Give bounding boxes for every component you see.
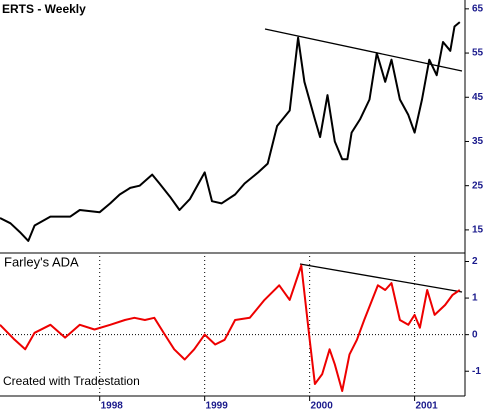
y-tick-label: 65	[472, 3, 484, 14]
panel-title: Farley's ADA	[4, 254, 79, 269]
y-tick-label: 35	[472, 136, 484, 147]
y-tick-label: 55	[472, 48, 484, 59]
y-tick-label: 45	[472, 92, 484, 103]
x-tick-label: 1999	[206, 401, 229, 412]
chart-title: ERTS - Weekly	[2, 2, 86, 16]
y-tick-label: 15	[472, 225, 484, 236]
x-tick-label: 2001	[415, 401, 438, 412]
x-tick-label: 1998	[101, 401, 124, 412]
note: Created with Tradestation	[3, 374, 140, 388]
trend-line	[299, 263, 463, 293]
y-tick-label: 25	[472, 180, 484, 191]
y-tick-label: -1	[472, 366, 481, 377]
y-tick-label: 2	[472, 256, 478, 267]
series-line	[0, 264, 461, 392]
x-tick-label: 2000	[311, 401, 334, 412]
y-tick-label: 0	[472, 329, 478, 340]
series-line	[0, 21, 461, 242]
y-tick-label: 1	[472, 293, 478, 304]
